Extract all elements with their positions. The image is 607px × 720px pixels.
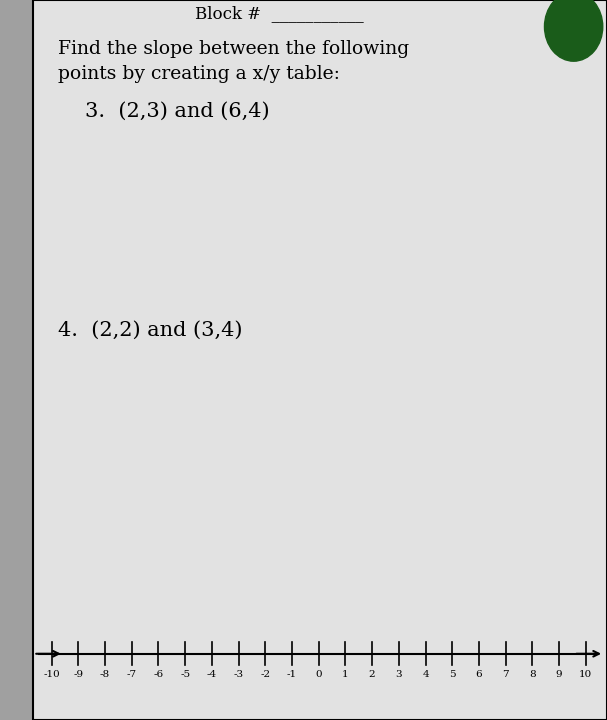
- Text: -4: -4: [207, 670, 217, 678]
- Text: -9: -9: [73, 670, 83, 678]
- Text: 1: 1: [342, 670, 348, 678]
- Text: -8: -8: [100, 670, 110, 678]
- Text: Find the slope between the following: Find the slope between the following: [58, 40, 409, 58]
- Text: 9: 9: [556, 670, 562, 678]
- Text: -3: -3: [234, 670, 243, 678]
- Bar: [0, 0, 33, 720]
- Text: 4.  (2,2) and (3,4): 4. (2,2) and (3,4): [58, 320, 242, 339]
- Text: -7: -7: [127, 670, 137, 678]
- Text: Block #  ___________: Block # ___________: [195, 5, 364, 22]
- Text: 3: 3: [396, 670, 402, 678]
- Text: -1: -1: [287, 670, 297, 678]
- Text: 4: 4: [422, 670, 429, 678]
- Text: points by creating a x/y table:: points by creating a x/y table:: [58, 65, 339, 83]
- Text: -10: -10: [43, 670, 60, 678]
- Text: 5: 5: [449, 670, 455, 678]
- Text: -5: -5: [180, 670, 190, 678]
- Text: 3.  (2,3) and (6,4): 3. (2,3) and (6,4): [85, 102, 270, 121]
- Circle shape: [544, 0, 603, 61]
- Text: -2: -2: [260, 670, 270, 678]
- Text: 8: 8: [529, 670, 535, 678]
- Text: 6: 6: [476, 670, 482, 678]
- Text: 0: 0: [316, 670, 322, 678]
- Text: 2: 2: [369, 670, 375, 678]
- Text: 10: 10: [579, 670, 592, 678]
- Text: 7: 7: [503, 670, 509, 678]
- Text: -6: -6: [154, 670, 163, 678]
